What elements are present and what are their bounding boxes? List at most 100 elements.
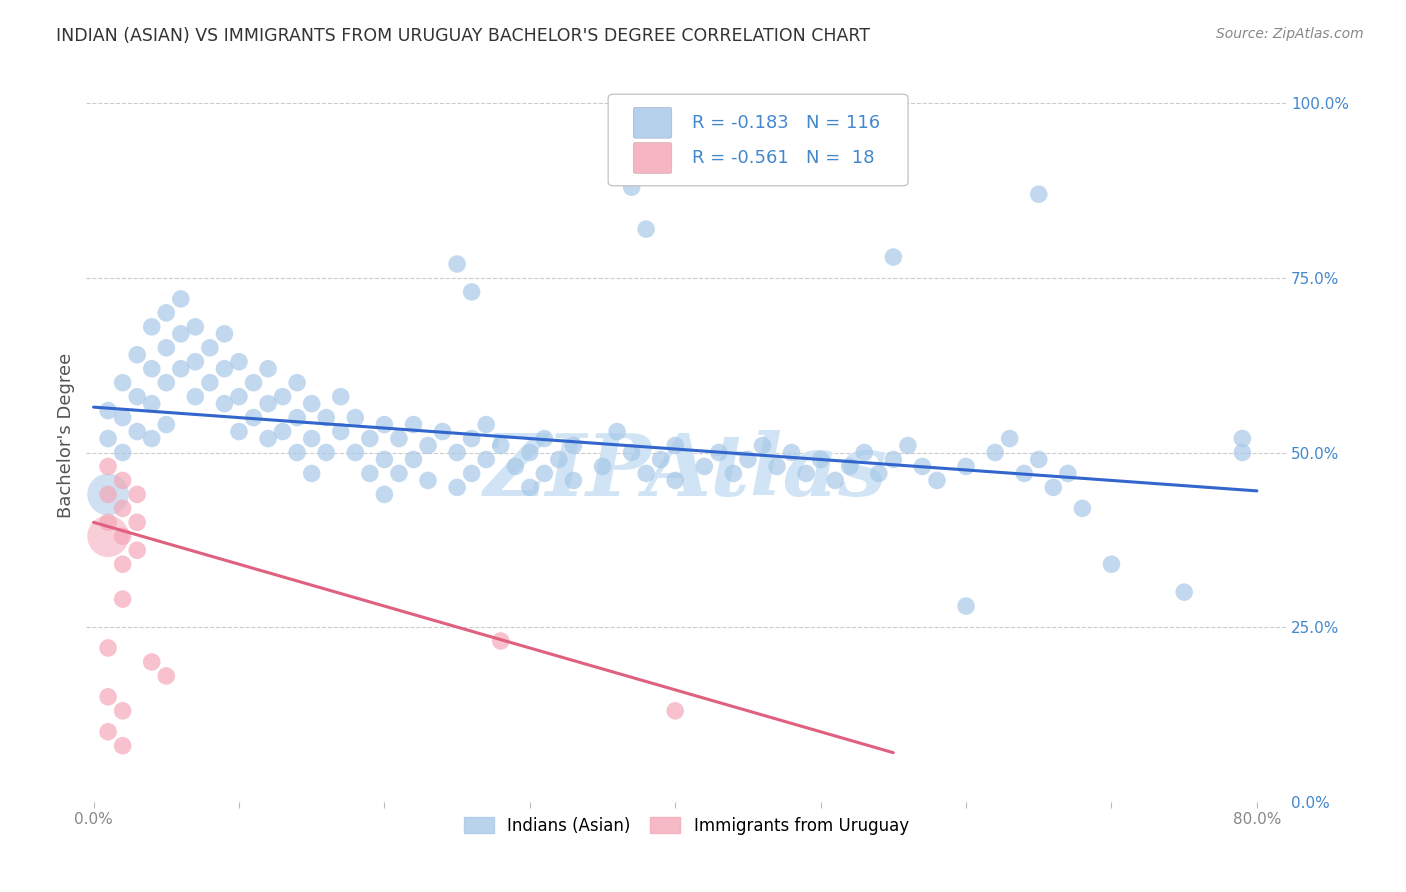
Point <box>111 445 134 459</box>
Point <box>868 467 890 481</box>
Point <box>824 474 846 488</box>
Point <box>315 410 337 425</box>
Point <box>693 459 716 474</box>
Point <box>925 474 948 488</box>
Point <box>636 467 658 481</box>
Point <box>97 640 120 655</box>
Point <box>127 516 149 530</box>
Point <box>141 319 163 334</box>
Point <box>373 487 395 501</box>
Point <box>184 319 207 334</box>
Point <box>373 417 395 432</box>
Point <box>592 459 614 474</box>
Point <box>184 355 207 369</box>
Point <box>111 592 134 607</box>
Point <box>170 292 193 306</box>
Point <box>228 390 250 404</box>
Point <box>519 445 541 459</box>
Point <box>111 410 134 425</box>
Point <box>127 425 149 439</box>
Point <box>723 467 745 481</box>
Point <box>664 438 686 452</box>
Point <box>998 432 1021 446</box>
Point <box>301 432 323 446</box>
Point <box>373 452 395 467</box>
Point <box>285 410 308 425</box>
Point <box>184 390 207 404</box>
Point <box>620 180 643 194</box>
Text: R = -0.183   N = 116: R = -0.183 N = 116 <box>692 114 880 132</box>
Point <box>141 655 163 669</box>
Point <box>416 438 439 452</box>
Point <box>127 390 149 404</box>
Point <box>155 417 177 432</box>
Point <box>141 397 163 411</box>
Point <box>562 474 585 488</box>
Point <box>1028 187 1050 202</box>
Point <box>882 250 904 264</box>
Point <box>853 445 876 459</box>
Point <box>359 432 381 446</box>
Point <box>751 438 773 452</box>
Point <box>198 376 221 390</box>
Point <box>198 341 221 355</box>
Point <box>127 543 149 558</box>
Point <box>489 438 512 452</box>
Point <box>475 417 498 432</box>
Point <box>97 724 120 739</box>
Point <box>141 361 163 376</box>
Point <box>97 403 120 417</box>
FancyBboxPatch shape <box>633 107 672 138</box>
Point <box>432 425 454 439</box>
Text: ZIPAtlas: ZIPAtlas <box>484 430 889 514</box>
Point <box>882 452 904 467</box>
Point <box>97 529 120 543</box>
Point <box>664 704 686 718</box>
Point <box>257 397 280 411</box>
Point <box>97 516 120 530</box>
Y-axis label: Bachelor's Degree: Bachelor's Degree <box>58 352 75 517</box>
Point <box>548 452 571 467</box>
Point <box>127 348 149 362</box>
Point <box>503 459 526 474</box>
Point <box>111 529 134 543</box>
Point <box>301 397 323 411</box>
Point <box>737 452 759 467</box>
Point <box>97 459 120 474</box>
Point <box>97 487 120 501</box>
Point <box>636 222 658 236</box>
Point <box>416 474 439 488</box>
Point <box>402 452 425 467</box>
Point <box>329 425 352 439</box>
FancyBboxPatch shape <box>633 143 672 173</box>
Text: INDIAN (ASIAN) VS IMMIGRANTS FROM URUGUAY BACHELOR'S DEGREE CORRELATION CHART: INDIAN (ASIAN) VS IMMIGRANTS FROM URUGUA… <box>56 27 870 45</box>
Text: R = -0.561   N =  18: R = -0.561 N = 18 <box>692 149 875 167</box>
Point <box>1071 501 1094 516</box>
Point <box>214 326 236 341</box>
Point <box>650 452 672 467</box>
Point <box>271 390 294 404</box>
Point <box>170 361 193 376</box>
FancyBboxPatch shape <box>609 95 908 186</box>
Point <box>1012 467 1035 481</box>
Point <box>955 459 977 474</box>
Point <box>1056 467 1078 481</box>
Point <box>155 306 177 320</box>
Point <box>344 445 367 459</box>
Point <box>344 410 367 425</box>
Point <box>170 326 193 341</box>
Point <box>301 467 323 481</box>
Point <box>533 432 555 446</box>
Point <box>460 467 482 481</box>
Point <box>562 438 585 452</box>
Point <box>664 474 686 488</box>
Text: Source: ZipAtlas.com: Source: ZipAtlas.com <box>1216 27 1364 41</box>
Point <box>141 432 163 446</box>
Point <box>315 445 337 459</box>
Point <box>388 432 411 446</box>
Point <box>111 376 134 390</box>
Point <box>214 361 236 376</box>
Point <box>285 376 308 390</box>
Point <box>620 445 643 459</box>
Point <box>1028 452 1050 467</box>
